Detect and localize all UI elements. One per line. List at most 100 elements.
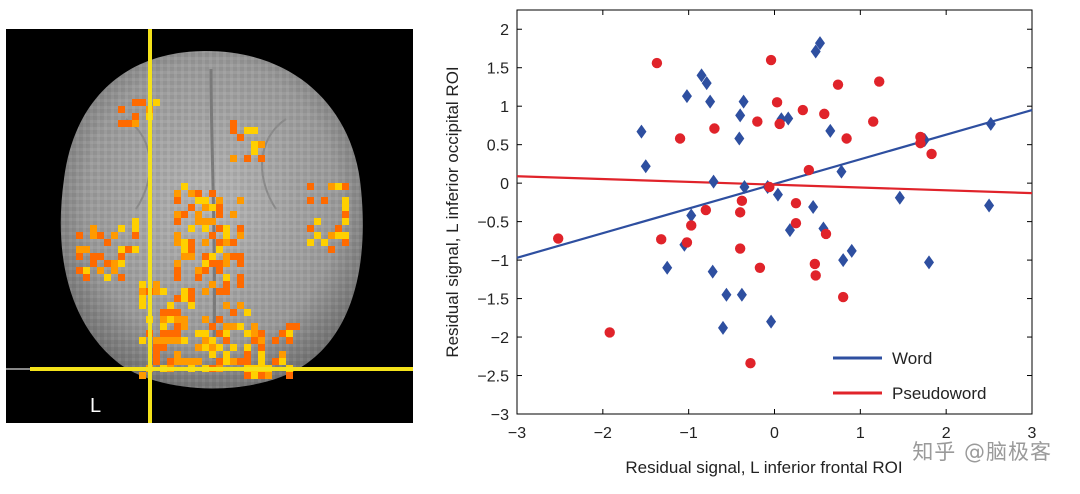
activation-voxel [237,302,244,309]
activation-voxel [307,225,314,232]
point-word-11 [825,123,836,138]
point-pseudoword-19 [736,195,748,207]
point-pseudoword-31 [810,270,821,281]
point-pseudoword-15 [926,148,937,160]
y-tick-label: −1 [491,253,509,270]
activation-voxel [90,253,97,260]
activation-voxel [314,232,321,239]
activation-voxel [223,253,230,260]
activation-voxel [230,211,237,218]
point-word-3 [701,76,712,91]
y-tick-label: 0 [500,176,509,193]
activation-voxel [195,218,202,225]
legend-label-word: Word [892,349,932,368]
activation-voxel [76,253,83,260]
activation-voxel [174,337,181,344]
activation-voxel [118,274,125,281]
activation-voxel [237,253,244,260]
activation-voxel [76,232,83,239]
activation-voxel [209,281,216,288]
point-pseudoword-3 [874,76,885,87]
activation-voxel [209,204,216,211]
activation-voxel [195,274,202,281]
y-tick-label: 0.5 [487,138,509,155]
x-tick-label: −1 [680,425,698,442]
activation-voxel [237,358,244,365]
activation-voxel [188,239,195,246]
point-word-12 [734,131,745,146]
point-pseudoword-20 [700,204,712,216]
orientation-label: L [90,395,101,417]
x-axis-title: Residual signal, L inferior frontal ROI [625,458,902,477]
point-word-22 [984,198,995,213]
point-word-13 [985,116,996,131]
activation-voxel [230,253,237,260]
point-pseudoword-17 [764,181,775,193]
activation-voxel [174,267,181,274]
activation-voxel [153,344,160,351]
activation-voxel [258,155,265,162]
point-word-0 [814,36,825,51]
activation-voxel [76,246,83,253]
activation-voxel [216,267,223,274]
point-pseudoword-0 [651,57,663,69]
activation-voxel [251,127,258,134]
brain-image: L [6,29,413,423]
activation-voxel [174,351,181,358]
activation-voxel [244,358,251,365]
activation-voxel [202,288,209,295]
point-word-17 [708,174,719,189]
point-pseudoword-11 [674,133,686,144]
activation-voxel [118,246,125,253]
activation-voxel [216,288,223,295]
activation-voxel [132,113,139,120]
activation-voxel [342,218,349,225]
activation-voxel [174,218,181,225]
activation-voxel [244,344,251,351]
activation-voxel [223,260,230,267]
activation-voxel [125,120,132,127]
activation-voxel [174,190,181,197]
activation-voxel [118,106,125,113]
activation-voxel [181,246,188,253]
point-pseudoword-30 [754,262,766,273]
activation-voxel [202,267,209,274]
point-word-32 [707,264,718,279]
point-word-34 [736,287,747,302]
y-axis-title: Residual signal, L inferior occipital RO… [443,66,462,357]
activation-voxel [209,190,216,197]
activation-voxel [321,197,328,204]
activation-voxel [286,372,293,379]
activation-voxel [237,225,244,232]
activation-voxel [237,197,244,204]
activation-voxel [188,190,195,197]
activation-voxel [209,323,216,330]
activation-voxel [230,344,237,351]
activation-voxel [195,211,202,218]
watermark: 知乎 @脑极客 [912,440,1052,464]
activation-voxel [153,99,160,106]
y-axis: 2 1.5 1 0.5 0 −0.5 −1 −1.5 −2 −2.5 −3 [477,22,1032,424]
activation-voxel [230,155,237,162]
activation-voxel [244,127,251,134]
activation-voxel [202,253,209,260]
point-word-24 [686,208,697,223]
activation-voxel [244,372,251,379]
activation-voxel [258,344,265,351]
activation-voxel [237,323,244,330]
activation-voxel [258,330,265,337]
activation-voxel [160,309,167,316]
activation-voxel [195,344,202,351]
activation-voxel [244,351,251,358]
activation-voxel [286,330,293,337]
activation-voxel [181,253,188,260]
activation-voxel [132,232,139,239]
point-pseudoword-23 [686,220,697,231]
activation-voxel [188,302,195,309]
activation-voxel [230,239,237,246]
legend-label-pseudoword: Pseudoword [892,384,987,403]
activation-voxel [83,246,90,253]
point-pseudoword-33 [604,327,615,338]
activation-voxel [223,239,230,246]
activation-voxel [272,358,279,365]
